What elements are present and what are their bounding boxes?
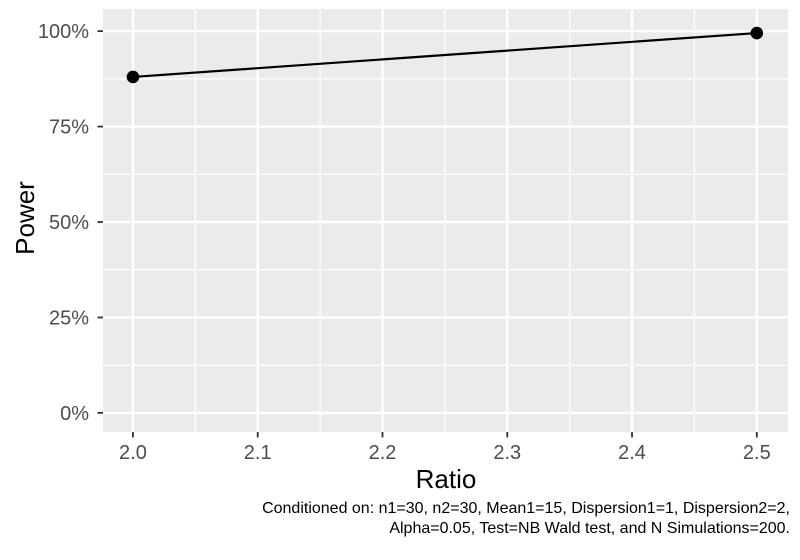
y-tick-label: 100% [38,21,89,43]
data-line [132,31,757,79]
x-tick-label: 2.5 [743,442,771,464]
caption-line-1: Conditioned on: n1=30, n2=30, Mean1=15, … [262,500,790,517]
data-point [750,26,764,40]
caption: Conditioned on: n1=30, n2=30, Mean1=15, … [10,499,790,539]
x-tick-label: 2.2 [369,442,397,464]
caption-line-2: Alpha=0.05, Test=NB Wald test, and N Sim… [389,520,790,537]
y-axis-title: Power [10,181,40,255]
x-tick-label: 2.3 [493,442,521,464]
x-axis-title: Ratio [415,464,477,494]
data-point [126,70,140,84]
x-tick-label: 2.0 [119,442,147,464]
y-tick-label: 50% [49,212,89,234]
y-tick-label: 0% [60,403,89,425]
x-tick-label: 2.1 [244,442,272,464]
panel-background [103,9,788,432]
y-tick-label: 75% [49,117,89,139]
y-tick-label: 25% [49,307,89,329]
x-tick-label: 2.4 [618,442,646,464]
